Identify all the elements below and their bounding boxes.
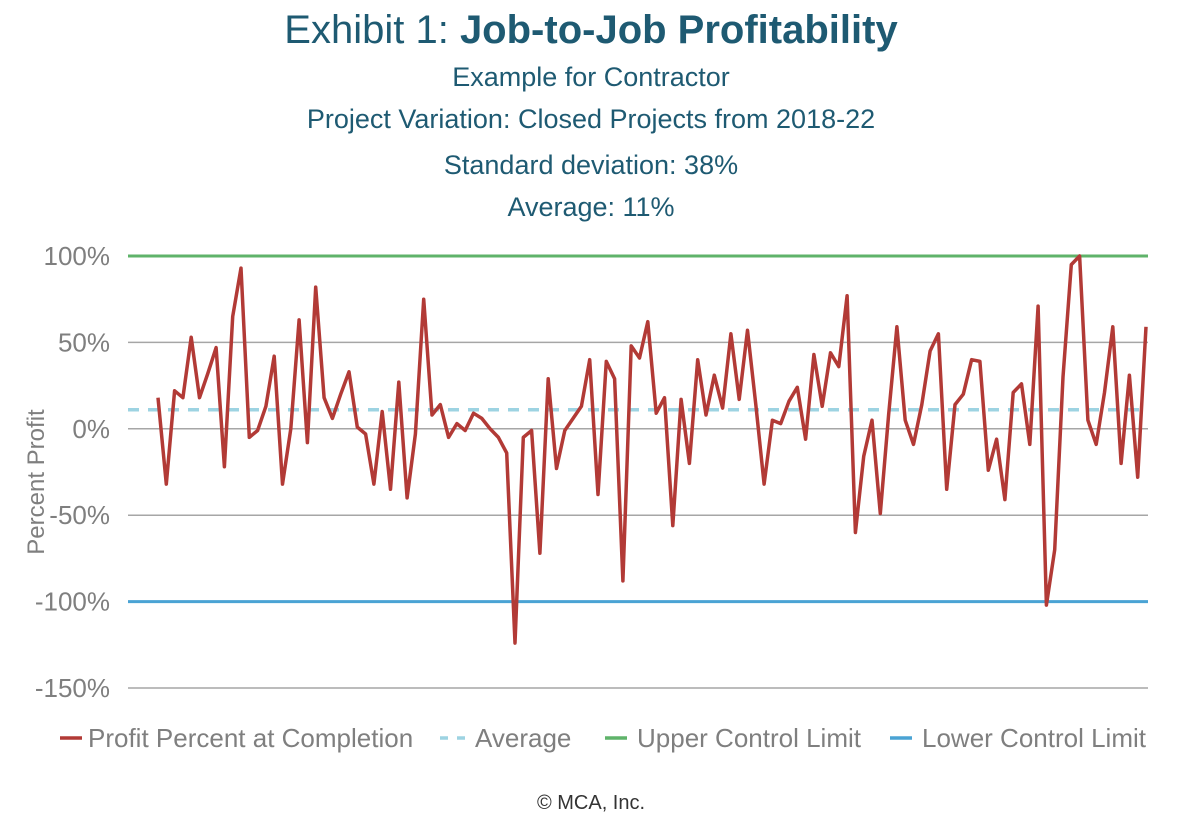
chart-title-prefix: Exhibit 1:: [284, 8, 460, 52]
chart-title-main: Job-to-Job Profitability: [459, 8, 898, 52]
y-tick-label: -150%: [35, 673, 110, 703]
y-tick-label: 0%: [72, 414, 110, 444]
subtitle-4: Average: 11%: [507, 192, 675, 222]
y-tick-label: -100%: [35, 587, 110, 617]
legend-label-upper-control-limit: Upper Control Limit: [637, 723, 862, 753]
legend-label-profit: Profit Percent at Completion: [88, 723, 413, 753]
profitability-line-chart: 100% 50% 0% -50% -100% -150% Percent Profit Pro…: [23, 241, 1148, 753]
subtitle-3: Standard deviation: 38%: [443, 150, 739, 180]
y-tick-label: -50%: [49, 500, 110, 530]
profit-percent-series-line: [156, 254, 1148, 645]
y-tick-label: 100%: [44, 241, 111, 271]
y-tick-label: 50%: [58, 327, 110, 357]
copyright-footer: © MCA, Inc.: [536, 792, 646, 814]
y-axis-label: Percent Profit: [23, 409, 50, 555]
legend-label-average: Average: [475, 723, 571, 753]
subtitle-2: Project Variation: Closed Projects from …: [306, 104, 876, 134]
legend-label-lower-control-limit: Lower Control Limit: [922, 723, 1147, 753]
subtitle-1: Example for Contractor: [452, 62, 730, 92]
chart-title: Exhibit 1: Job-to-Job Profitability: [0, 8, 1182, 53]
